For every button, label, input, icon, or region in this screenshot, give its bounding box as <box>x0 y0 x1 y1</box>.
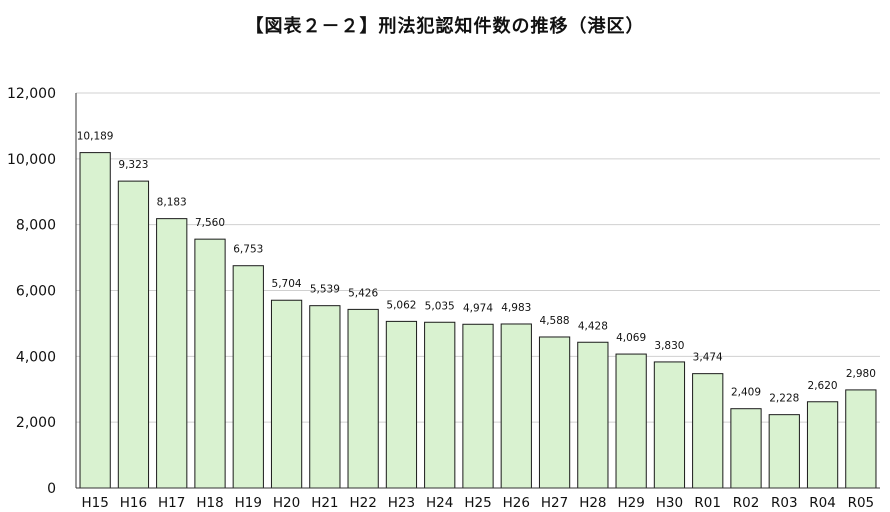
x-tick-label: H19 <box>235 495 262 511</box>
bar-H22 <box>347 308 379 489</box>
data-label: 3,830 <box>654 340 684 352</box>
bar-H28 <box>577 341 609 489</box>
bar-R02 <box>730 408 762 489</box>
bar-H18 <box>194 238 226 489</box>
y-tick-label: 2,000 <box>16 415 56 431</box>
x-tick-label: H28 <box>579 495 606 511</box>
bars <box>79 152 877 489</box>
y-tick-label: 0 <box>47 481 56 497</box>
bar-H16 <box>117 180 150 489</box>
x-tick-label: H26 <box>503 495 530 511</box>
x-tick-label: H27 <box>541 495 568 511</box>
x-tick-label: R03 <box>771 495 798 511</box>
bar-H27 <box>538 336 571 489</box>
bar-H25 <box>462 323 494 489</box>
data-label: 2,409 <box>731 387 761 399</box>
x-tick-label: H23 <box>388 495 415 511</box>
bar-H30 <box>653 361 686 489</box>
data-label: 7,560 <box>195 217 225 229</box>
x-tick-label: H29 <box>617 495 644 511</box>
y-tick-label: 12,000 <box>7 86 56 102</box>
bar-H23 <box>385 320 418 489</box>
y-tick-label: 4,000 <box>16 349 56 365</box>
data-label: 2,980 <box>846 368 876 380</box>
y-tick-label: 10,000 <box>7 152 56 168</box>
bar-H20 <box>270 299 303 489</box>
x-tick-label: H16 <box>120 495 147 511</box>
x-tick-label: R05 <box>848 495 875 511</box>
bar-R04 <box>806 401 839 489</box>
data-label: 4,069 <box>616 332 646 344</box>
bar-H26 <box>500 323 532 489</box>
data-label: 4,983 <box>501 302 531 314</box>
chart-title: 【図表２－２】刑法犯認知件数の推移（港区） <box>245 16 645 37</box>
bar-R03 <box>768 414 800 489</box>
data-label: 10,189 <box>77 131 114 143</box>
bar-H21 <box>309 305 341 489</box>
data-label: 5,426 <box>348 287 378 299</box>
data-label: 5,704 <box>272 278 302 290</box>
data-label: 5,062 <box>386 299 416 311</box>
x-tick-label: H15 <box>81 495 108 511</box>
x-tick-label: H24 <box>426 495 453 511</box>
x-tick-label: H30 <box>656 495 683 511</box>
x-tick-label: H25 <box>464 495 491 511</box>
data-label: 4,974 <box>463 302 493 314</box>
data-label: 9,323 <box>118 159 148 171</box>
bar-H17 <box>156 218 188 489</box>
data-label: 3,474 <box>693 352 723 364</box>
x-tick-label: H21 <box>311 495 338 511</box>
labels: 0 2,000 4,000 6,000 8,000 10,000 12,000 10,189 H… <box>7 86 876 511</box>
bar-R05 <box>845 389 877 489</box>
data-label: 2,228 <box>769 393 799 405</box>
bar-H15 <box>79 152 111 489</box>
x-tick-label: R02 <box>733 495 760 511</box>
data-label: 5,035 <box>425 300 455 312</box>
data-label: 5,539 <box>310 284 340 296</box>
x-tick-label: H17 <box>158 495 185 511</box>
x-tick-label: H18 <box>196 495 223 511</box>
bar-H29 <box>615 353 647 489</box>
data-label: 2,620 <box>808 380 838 392</box>
data-label: 4,428 <box>578 320 608 332</box>
bar-R01 <box>692 373 724 489</box>
x-tick-label: R01 <box>694 495 721 511</box>
y-tick-label: 6,000 <box>16 284 56 300</box>
bar-H19 <box>232 265 264 489</box>
x-tick-label: H20 <box>273 495 300 511</box>
data-label: 8,183 <box>157 197 187 209</box>
x-tick-label: H22 <box>349 495 376 511</box>
data-label: 6,753 <box>233 244 263 256</box>
data-label: 4,588 <box>540 315 570 327</box>
y-tick-label: 8,000 <box>16 218 56 234</box>
axes <box>75 93 880 489</box>
bar-H24 <box>424 321 456 489</box>
x-tick-label: R04 <box>809 495 836 511</box>
